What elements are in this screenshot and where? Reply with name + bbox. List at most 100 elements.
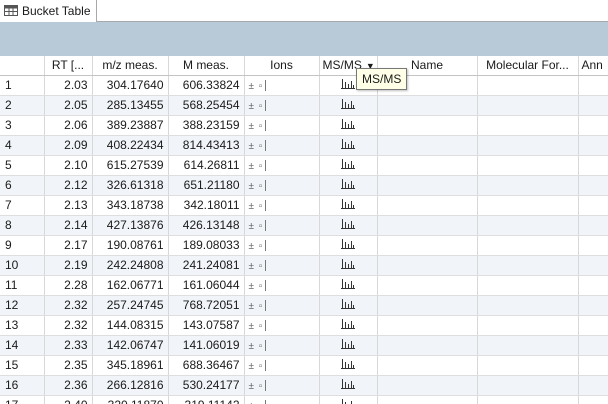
ms-spectrum-icon[interactable]: [341, 178, 355, 192]
rt-cell[interactable]: 2.35: [44, 355, 93, 376]
table-row[interactable]: 11 2.28 162.06771 161.06044 ± ▫: [0, 275, 608, 296]
row-index[interactable]: 5: [0, 155, 45, 176]
table-row[interactable]: 9 2.17 190.08761 189.08033 ± ▫: [0, 235, 608, 256]
table-row[interactable]: 13 2.32 144.08315 143.07587 ± ▫: [0, 315, 608, 336]
msms-cell[interactable]: [319, 375, 378, 396]
ms-spectrum-icon[interactable]: [341, 78, 355, 92]
ions-cell[interactable]: ± ▫: [244, 395, 320, 404]
annotation-cell[interactable]: [578, 375, 608, 396]
table-row[interactable]: 5 2.10 615.27539 614.26811 ± ▫: [0, 155, 608, 176]
mass-cell[interactable]: 319.11142: [168, 395, 245, 404]
rt-cell[interactable]: 2.32: [44, 315, 93, 336]
mass-cell[interactable]: 141.06019: [168, 335, 245, 356]
annotation-cell[interactable]: [578, 195, 608, 216]
msms-cell[interactable]: [319, 195, 378, 216]
table-row[interactable]: 10 2.19 242.24808 241.24081 ± ▫: [0, 255, 608, 276]
annotation-cell[interactable]: [578, 215, 608, 236]
ms-spectrum-icon[interactable]: [341, 318, 355, 332]
mass-cell[interactable]: 768.72051: [168, 295, 245, 316]
formula-cell[interactable]: [477, 175, 579, 196]
ions-cell[interactable]: ± ▫: [244, 155, 320, 176]
row-index[interactable]: 4: [0, 135, 45, 156]
mass-cell[interactable]: 606.33824: [168, 75, 245, 96]
annotation-cell[interactable]: [578, 355, 608, 376]
sort-down-icon[interactable]: ▼: [365, 61, 375, 72]
row-index[interactable]: 15: [0, 355, 45, 376]
rt-cell[interactable]: 2.09: [44, 135, 93, 156]
annotation-cell[interactable]: [578, 395, 608, 404]
group-by-area[interactable]: [0, 22, 608, 56]
formula-cell[interactable]: [477, 235, 579, 256]
row-index[interactable]: 3: [0, 115, 45, 136]
mz-cell[interactable]: 285.13455: [92, 95, 169, 116]
ions-cell[interactable]: ± ▫: [244, 135, 320, 156]
table-row[interactable]: 7 2.13 343.18738 342.18011 ± ▫: [0, 195, 608, 216]
table-row[interactable]: 2 2.05 285.13455 568.25454 ± ▫: [0, 95, 608, 116]
row-index[interactable]: 14: [0, 335, 45, 356]
table-row[interactable]: 12 2.32 257.24745 768.72051 ± ▫: [0, 295, 608, 316]
name-cell[interactable]: [377, 215, 478, 236]
table-row[interactable]: 172.40320.11870319.11142 ± ▫: [0, 395, 608, 404]
ms-spectrum-icon[interactable]: [341, 398, 355, 404]
formula-cell[interactable]: [477, 335, 579, 356]
formula-cell[interactable]: [477, 195, 579, 216]
formula-cell[interactable]: [477, 115, 579, 136]
mass-cell[interactable]: 614.26811: [168, 155, 245, 176]
ions-cell[interactable]: ± ▫: [244, 255, 320, 276]
ms-spectrum-icon[interactable]: [341, 218, 355, 232]
msms-cell[interactable]: [319, 395, 378, 404]
row-index[interactable]: 9: [0, 235, 45, 256]
mz-cell[interactable]: 326.61318: [92, 175, 169, 196]
table-row[interactable]: 6 2.12 326.61318 651.21180 ± ▫: [0, 175, 608, 196]
formula-cell[interactable]: [477, 395, 579, 404]
annotation-cell[interactable]: [578, 135, 608, 156]
rt-cell[interactable]: 2.03: [44, 75, 93, 96]
mz-cell[interactable]: 343.18738: [92, 195, 169, 216]
mass-cell[interactable]: 530.24177: [168, 375, 245, 396]
ions-cell[interactable]: ± ▫: [244, 295, 320, 316]
rt-cell[interactable]: 2.33: [44, 335, 93, 356]
ms-spectrum-icon[interactable]: [341, 258, 355, 272]
msms-cell[interactable]: [319, 95, 378, 116]
ms-spectrum-icon[interactable]: [341, 198, 355, 212]
msms-cell[interactable]: [319, 155, 378, 176]
rt-cell[interactable]: 2.17: [44, 235, 93, 256]
col-header-mass[interactable]: M meas.: [168, 56, 245, 76]
col-header-ions[interactable]: Ions: [244, 56, 320, 76]
annotation-cell[interactable]: [578, 315, 608, 336]
row-index[interactable]: 13: [0, 315, 45, 336]
col-header-annotation[interactable]: Ann: [578, 56, 608, 76]
mass-cell[interactable]: 161.06044: [168, 275, 245, 296]
ions-cell[interactable]: ± ▫: [244, 215, 320, 236]
name-cell[interactable]: [377, 95, 478, 116]
msms-cell[interactable]: [319, 175, 378, 196]
name-cell[interactable]: [377, 295, 478, 316]
name-cell[interactable]: [377, 195, 478, 216]
formula-cell[interactable]: [477, 315, 579, 336]
name-cell[interactable]: [377, 275, 478, 296]
mz-cell[interactable]: 266.12816: [92, 375, 169, 396]
rt-cell[interactable]: 2.28: [44, 275, 93, 296]
mz-cell[interactable]: 144.08315: [92, 315, 169, 336]
annotation-cell[interactable]: [578, 95, 608, 116]
mz-cell[interactable]: 320.11870: [92, 395, 169, 404]
mass-cell[interactable]: 143.07587: [168, 315, 245, 336]
mz-cell[interactable]: 389.23887: [92, 115, 169, 136]
mz-cell[interactable]: 242.24808: [92, 255, 169, 276]
msms-cell[interactable]: [319, 235, 378, 256]
row-index[interactable]: 6: [0, 175, 45, 196]
table-row[interactable]: 14 2.33 142.06747 141.06019 ± ▫: [0, 335, 608, 356]
col-header-formula[interactable]: Molecular For...: [477, 56, 579, 76]
mz-cell[interactable]: 304.17640: [92, 75, 169, 96]
ions-cell[interactable]: ± ▫: [244, 235, 320, 256]
annotation-cell[interactable]: [578, 75, 608, 96]
formula-cell[interactable]: [477, 215, 579, 236]
ions-cell[interactable]: ± ▫: [244, 335, 320, 356]
mz-cell[interactable]: 162.06771: [92, 275, 169, 296]
mass-cell[interactable]: 814.43413: [168, 135, 245, 156]
ms-spectrum-icon[interactable]: [341, 98, 355, 112]
rt-cell[interactable]: 2.36: [44, 375, 93, 396]
ms-spectrum-icon[interactable]: [341, 338, 355, 352]
msms-cell[interactable]: [319, 255, 378, 276]
formula-cell[interactable]: [477, 135, 579, 156]
